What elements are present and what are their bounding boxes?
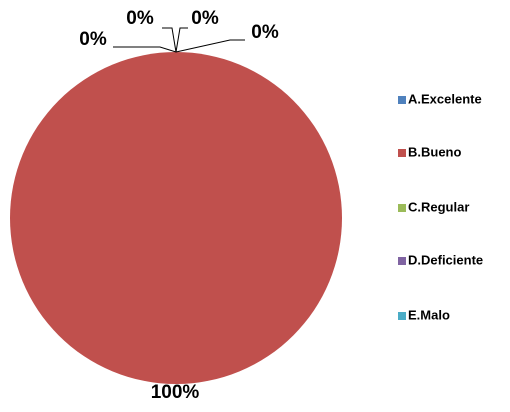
legend-swatch (398, 149, 406, 157)
legend-label: D.Deficiente (408, 252, 483, 267)
data-label: 0% (126, 8, 154, 29)
pie-slice (10, 52, 342, 384)
legend-label: E.Malo (408, 307, 450, 322)
data-label: 0% (191, 8, 219, 29)
leader-line (175, 27, 188, 53)
legend-swatch (398, 96, 406, 104)
legend-swatch (398, 204, 406, 212)
legend-label: B.Bueno (408, 144, 462, 159)
leader-line (175, 39, 245, 53)
leader-line (162, 27, 177, 53)
leader-line (113, 46, 177, 53)
data-label: 0% (251, 22, 279, 43)
legend-swatch (398, 312, 406, 320)
data-label: 0% (79, 29, 107, 50)
legend-swatch (398, 257, 406, 265)
data-label: 100% (151, 382, 200, 403)
legend-label: A.Excelente (408, 91, 482, 106)
legend-label: C.Regular (408, 199, 469, 214)
